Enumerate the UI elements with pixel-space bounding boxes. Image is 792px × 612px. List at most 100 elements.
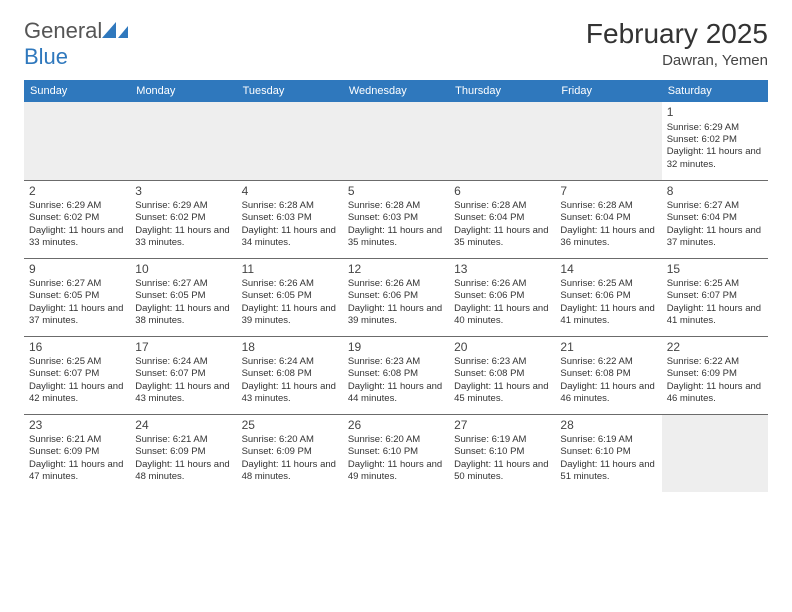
day-cell: 20Sunrise: 6:23 AMSunset: 6:08 PMDayligh… — [449, 336, 555, 414]
day-cell: 7Sunrise: 6:28 AMSunset: 6:04 PMDaylight… — [555, 180, 661, 258]
empty-cell — [24, 102, 130, 180]
sunset-line: Sunset: 6:04 PM — [667, 212, 763, 224]
day-cell: 14Sunrise: 6:25 AMSunset: 6:06 PMDayligh… — [555, 258, 661, 336]
sunrise-line: Sunrise: 6:21 AM — [135, 434, 231, 446]
day-number: 26 — [348, 418, 444, 434]
day-cell: 12Sunrise: 6:26 AMSunset: 6:06 PMDayligh… — [343, 258, 449, 336]
location-label: Dawran, Yemen — [586, 52, 768, 69]
day-cell: 26Sunrise: 6:20 AMSunset: 6:10 PMDayligh… — [343, 414, 449, 492]
day-number: 21 — [560, 340, 656, 356]
day-number: 23 — [29, 418, 125, 434]
empty-cell — [449, 102, 555, 180]
day-number: 13 — [454, 262, 550, 278]
day-number: 17 — [135, 340, 231, 356]
day-number: 12 — [348, 262, 444, 278]
sunset-line: Sunset: 6:10 PM — [560, 446, 656, 458]
daylight-line: Daylight: 11 hours and 37 minutes. — [667, 225, 763, 250]
daylight-line: Daylight: 11 hours and 48 minutes. — [242, 459, 338, 484]
day-cell: 23Sunrise: 6:21 AMSunset: 6:09 PMDayligh… — [24, 414, 130, 492]
day-number: 16 — [29, 340, 125, 356]
day-cell: 24Sunrise: 6:21 AMSunset: 6:09 PMDayligh… — [130, 414, 236, 492]
weekday-header: Friday — [555, 80, 661, 102]
empty-cell — [662, 414, 768, 492]
day-number: 2 — [29, 184, 125, 200]
day-number: 24 — [135, 418, 231, 434]
sunset-line: Sunset: 6:07 PM — [29, 368, 125, 380]
day-number: 20 — [454, 340, 550, 356]
weekday-header: Thursday — [449, 80, 555, 102]
sunrise-line: Sunrise: 6:20 AM — [348, 434, 444, 446]
sunrise-line: Sunrise: 6:23 AM — [348, 356, 444, 368]
day-number: 11 — [242, 262, 338, 278]
sunset-line: Sunset: 6:07 PM — [667, 290, 763, 302]
sunset-line: Sunset: 6:02 PM — [29, 212, 125, 224]
sunset-line: Sunset: 6:09 PM — [242, 446, 338, 458]
day-cell: 28Sunrise: 6:19 AMSunset: 6:10 PMDayligh… — [555, 414, 661, 492]
day-cell: 22Sunrise: 6:22 AMSunset: 6:09 PMDayligh… — [662, 336, 768, 414]
calendar-row: 16Sunrise: 6:25 AMSunset: 6:07 PMDayligh… — [24, 336, 768, 414]
sunrise-line: Sunrise: 6:25 AM — [560, 278, 656, 290]
day-number: 10 — [135, 262, 231, 278]
day-cell: 16Sunrise: 6:25 AMSunset: 6:07 PMDayligh… — [24, 336, 130, 414]
daylight-line: Daylight: 11 hours and 38 minutes. — [135, 303, 231, 328]
sunrise-line: Sunrise: 6:26 AM — [348, 278, 444, 290]
sunrise-line: Sunrise: 6:28 AM — [348, 200, 444, 212]
sunset-line: Sunset: 6:09 PM — [667, 368, 763, 380]
day-cell: 19Sunrise: 6:23 AMSunset: 6:08 PMDayligh… — [343, 336, 449, 414]
day-cell: 5Sunrise: 6:28 AMSunset: 6:03 PMDaylight… — [343, 180, 449, 258]
day-number: 3 — [135, 184, 231, 200]
day-cell: 11Sunrise: 6:26 AMSunset: 6:05 PMDayligh… — [237, 258, 343, 336]
daylight-line: Daylight: 11 hours and 34 minutes. — [242, 225, 338, 250]
day-cell: 27Sunrise: 6:19 AMSunset: 6:10 PMDayligh… — [449, 414, 555, 492]
day-cell: 9Sunrise: 6:27 AMSunset: 6:05 PMDaylight… — [24, 258, 130, 336]
logo-word2: Blue — [24, 44, 68, 69]
sunrise-line: Sunrise: 6:23 AM — [454, 356, 550, 368]
day-cell: 6Sunrise: 6:28 AMSunset: 6:04 PMDaylight… — [449, 180, 555, 258]
sunrise-line: Sunrise: 6:27 AM — [29, 278, 125, 290]
sunset-line: Sunset: 6:10 PM — [454, 446, 550, 458]
daylight-line: Daylight: 11 hours and 42 minutes. — [29, 381, 125, 406]
sail-icon — [102, 22, 128, 38]
weekday-header: Saturday — [662, 80, 768, 102]
sunset-line: Sunset: 6:05 PM — [135, 290, 231, 302]
sunset-line: Sunset: 6:07 PM — [135, 368, 231, 380]
day-cell: 15Sunrise: 6:25 AMSunset: 6:07 PMDayligh… — [662, 258, 768, 336]
day-number: 14 — [560, 262, 656, 278]
day-number: 7 — [560, 184, 656, 200]
empty-cell — [237, 102, 343, 180]
day-number: 9 — [29, 262, 125, 278]
sunset-line: Sunset: 6:09 PM — [29, 446, 125, 458]
sunrise-line: Sunrise: 6:26 AM — [454, 278, 550, 290]
sunset-line: Sunset: 6:04 PM — [454, 212, 550, 224]
empty-cell — [343, 102, 449, 180]
sunrise-line: Sunrise: 6:27 AM — [667, 200, 763, 212]
daylight-line: Daylight: 11 hours and 49 minutes. — [348, 459, 444, 484]
sunrise-line: Sunrise: 6:29 AM — [135, 200, 231, 212]
day-cell: 3Sunrise: 6:29 AMSunset: 6:02 PMDaylight… — [130, 180, 236, 258]
daylight-line: Daylight: 11 hours and 45 minutes. — [454, 381, 550, 406]
sunset-line: Sunset: 6:06 PM — [454, 290, 550, 302]
calendar-row: 9Sunrise: 6:27 AM Sunset: 6:05 PMDaylight… — [24, 258, 768, 336]
day-cell: 10Sunrise: 6:27 AMSunset: 6:05 PMDayligh… — [130, 258, 236, 336]
calendar-row: 23Sunrise: 6:21 AMSunset: 6:09 PMDayligh… — [24, 414, 768, 492]
day-number: 27 — [454, 418, 550, 434]
day-number: 19 — [348, 340, 444, 356]
daylight-line: Daylight: 11 hours and 44 minutes. — [348, 381, 444, 406]
daylight-line: Daylight: 11 hours and 35 minutes. — [348, 225, 444, 250]
sunrise-line: Sunrise: 6:26 AM — [242, 278, 338, 290]
sunset-line: Sunset: 6:08 PM — [242, 368, 338, 380]
sunrise-line: Sunrise: 6:28 AM — [560, 200, 656, 212]
day-number: 28 — [560, 418, 656, 434]
sunset-line: Sunset: 6:08 PM — [454, 368, 550, 380]
daylight-line: Daylight: 11 hours and 33 minutes. — [29, 225, 125, 250]
day-number: 4 — [242, 184, 338, 200]
day-cell: 1Sunrise: 6:29 AMSunset: 6:02 PMDaylight… — [662, 102, 768, 180]
day-number: 18 — [242, 340, 338, 356]
day-number: 15 — [667, 262, 763, 278]
sunset-line: Sunset: 6:10 PM — [348, 446, 444, 458]
day-cell: 8Sunrise: 6:27 AMSunset: 6:04 PMDaylight… — [662, 180, 768, 258]
day-number: 25 — [242, 418, 338, 434]
sunset-line: Sunset: 6:03 PM — [348, 212, 444, 224]
weekday-header: Monday — [130, 80, 236, 102]
day-cell: 4Sunrise: 6:28 AMSunset: 6:03 PMDaylight… — [237, 180, 343, 258]
